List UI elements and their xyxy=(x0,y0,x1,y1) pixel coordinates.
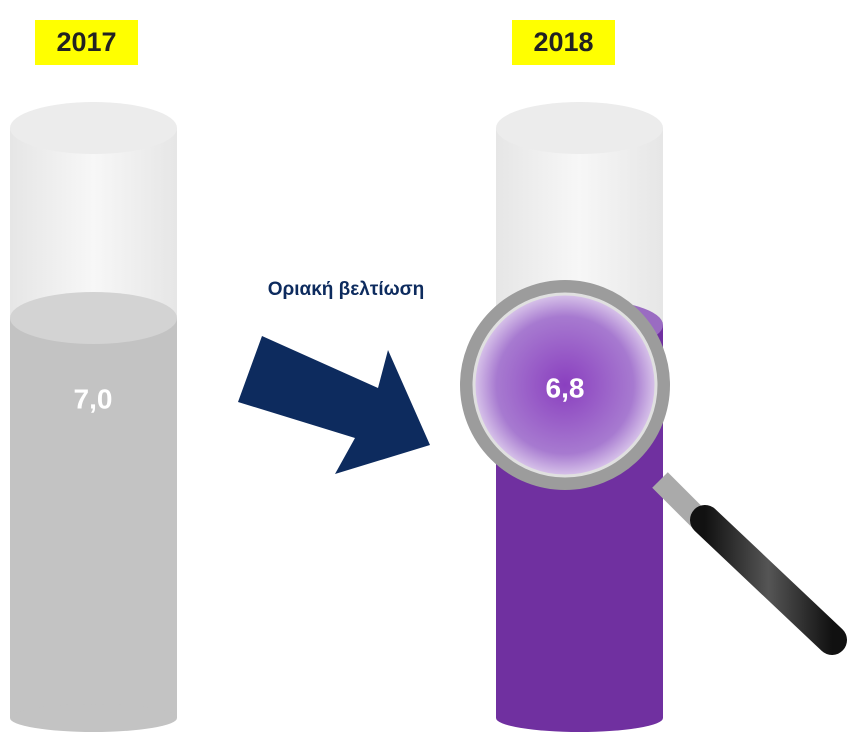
annotation: Οριακή βελτίωση xyxy=(268,279,425,300)
year-badge xyxy=(512,20,615,65)
cylinder-2017 xyxy=(10,102,177,732)
value-label: 6,8 xyxy=(546,372,585,403)
year-label: 2017 xyxy=(56,27,116,57)
year-badge xyxy=(35,20,138,65)
magnifier xyxy=(460,280,847,655)
year-label: 2018 xyxy=(533,27,593,57)
value-label: 7,0 xyxy=(74,383,113,414)
arrow xyxy=(238,336,430,474)
